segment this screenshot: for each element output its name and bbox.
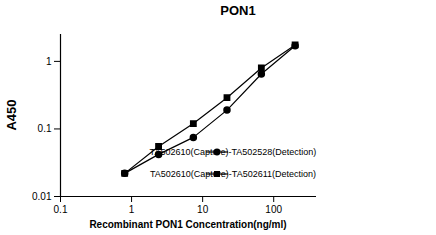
svg-text:0.01: 0.01 <box>32 191 52 202</box>
svg-text:0.1: 0.1 <box>38 123 52 134</box>
svg-text:1: 1 <box>129 204 135 215</box>
svg-text:TA502610(Capture)-TA502528(Det: TA502610(Capture)-TA502528(Detection) <box>150 147 317 157</box>
svg-text:10: 10 <box>197 204 209 215</box>
svg-text:TA502610(Capture)-TA502611(Det: TA502610(Capture)-TA502611(Detection) <box>150 169 316 179</box>
svg-text:A450: A450 <box>4 99 19 130</box>
svg-text:100: 100 <box>265 204 282 215</box>
svg-text:0.1: 0.1 <box>54 204 68 215</box>
svg-text:1: 1 <box>46 56 52 67</box>
svg-text:Recombinant PON1 Concentration: Recombinant PON1 Concentration(ng/ml) <box>89 219 286 230</box>
html-text:PON1: PON1 <box>220 3 256 18</box>
